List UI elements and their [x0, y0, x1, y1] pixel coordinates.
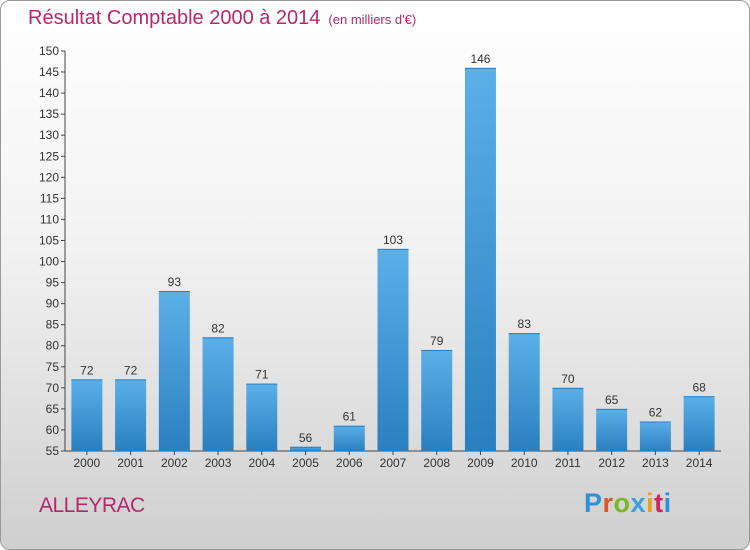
y-tick-label: 140 [39, 86, 59, 100]
bars [71, 67, 715, 451]
bar [508, 333, 540, 451]
bar [683, 396, 715, 451]
y-tick-label: 80 [46, 339, 60, 353]
data-label: 72 [124, 363, 138, 377]
data-label: 79 [430, 334, 444, 348]
logo-letter: P [584, 488, 603, 518]
x-tick-label: 2007 [380, 456, 407, 470]
y-tick-label: 110 [40, 212, 59, 226]
x-tick-label: 2009 [467, 456, 494, 470]
data-label: 56 [299, 431, 313, 445]
logo-letter: i [663, 488, 672, 518]
data-label: 93 [168, 275, 182, 289]
x-tick-label: 2001 [117, 456, 144, 470]
bar [552, 387, 584, 451]
y-tick-label: 115 [40, 191, 59, 205]
bar [596, 408, 628, 451]
y-tick-label: 105 [39, 233, 59, 247]
bar [246, 383, 278, 451]
data-label: 72 [80, 363, 94, 377]
x-tick-label: 2002 [161, 456, 188, 470]
bar [377, 248, 409, 451]
y-tick-label: 90 [46, 297, 60, 311]
y-tick-label: 150 [39, 44, 59, 58]
x-tick-label: 2000 [74, 456, 101, 470]
x-tick-label: 2003 [205, 456, 232, 470]
proxiti-logo[interactable]: Proxiti [584, 488, 672, 519]
y-tick-label: 60 [46, 423, 60, 437]
y-tick-label: 145 [39, 65, 59, 79]
x-tick-label: 2011 [555, 456, 581, 470]
bar [115, 379, 147, 451]
y-tick-label: 100 [39, 255, 59, 269]
chart-subtitle: (en milliers d'€) [328, 12, 417, 27]
logo-letter: o [613, 488, 631, 518]
data-label: 146 [470, 52, 490, 66]
data-label: 61 [343, 410, 357, 424]
y-tick-label: 65 [46, 402, 60, 416]
bar [202, 337, 234, 451]
bar [71, 379, 103, 451]
y-tick-label: 55 [46, 444, 60, 458]
x-tick-label: 2014 [686, 456, 713, 470]
y-tick-label: 75 [46, 360, 60, 374]
data-label: 70 [561, 372, 575, 386]
x-tick-label: 2008 [423, 456, 450, 470]
data-label: 83 [518, 317, 532, 331]
data-label: 62 [649, 406, 663, 420]
data-label: 68 [692, 380, 706, 394]
logo-letter: t [654, 488, 664, 518]
y-tick-label: 70 [46, 381, 60, 395]
data-labels: 72 72 93 82 71 56 61 103 79 146 83 70 65 62 68 [80, 52, 706, 445]
y-tick-label: 135 [39, 107, 59, 121]
x-tick-label: 2005 [292, 456, 319, 470]
bar [639, 421, 671, 451]
data-label: 71 [255, 368, 269, 382]
bar [421, 349, 453, 451]
bar [290, 446, 322, 451]
x-tick-label: 2012 [598, 456, 625, 470]
x-tick-label: 2013 [642, 456, 669, 470]
bar [158, 291, 190, 451]
x-tick-label: 2010 [511, 456, 538, 470]
y-tick-label: 95 [46, 276, 60, 290]
y-tick-label: 120 [39, 170, 59, 184]
x-tick-label: 2004 [248, 456, 275, 470]
data-label: 103 [383, 233, 403, 247]
x-tick-label: 2006 [336, 456, 363, 470]
y-tick-label: 85 [46, 318, 60, 332]
data-label: 82 [211, 321, 225, 335]
data-label: 65 [605, 393, 619, 407]
logo-letter: x [630, 488, 647, 518]
logo-letter: i [646, 488, 655, 518]
y-tick-label: 125 [39, 149, 59, 163]
chart-title: Résultat Comptable 2000 à 2014 (en millie… [28, 7, 416, 30]
bar [464, 67, 496, 451]
bar [333, 425, 365, 451]
logo-letter: r [602, 488, 614, 518]
title-text: Résultat Comptable 2000 à 2014 [28, 7, 321, 29]
y-tick-label: 130 [39, 128, 59, 142]
place-name: ALLEYRAC [39, 494, 145, 517]
